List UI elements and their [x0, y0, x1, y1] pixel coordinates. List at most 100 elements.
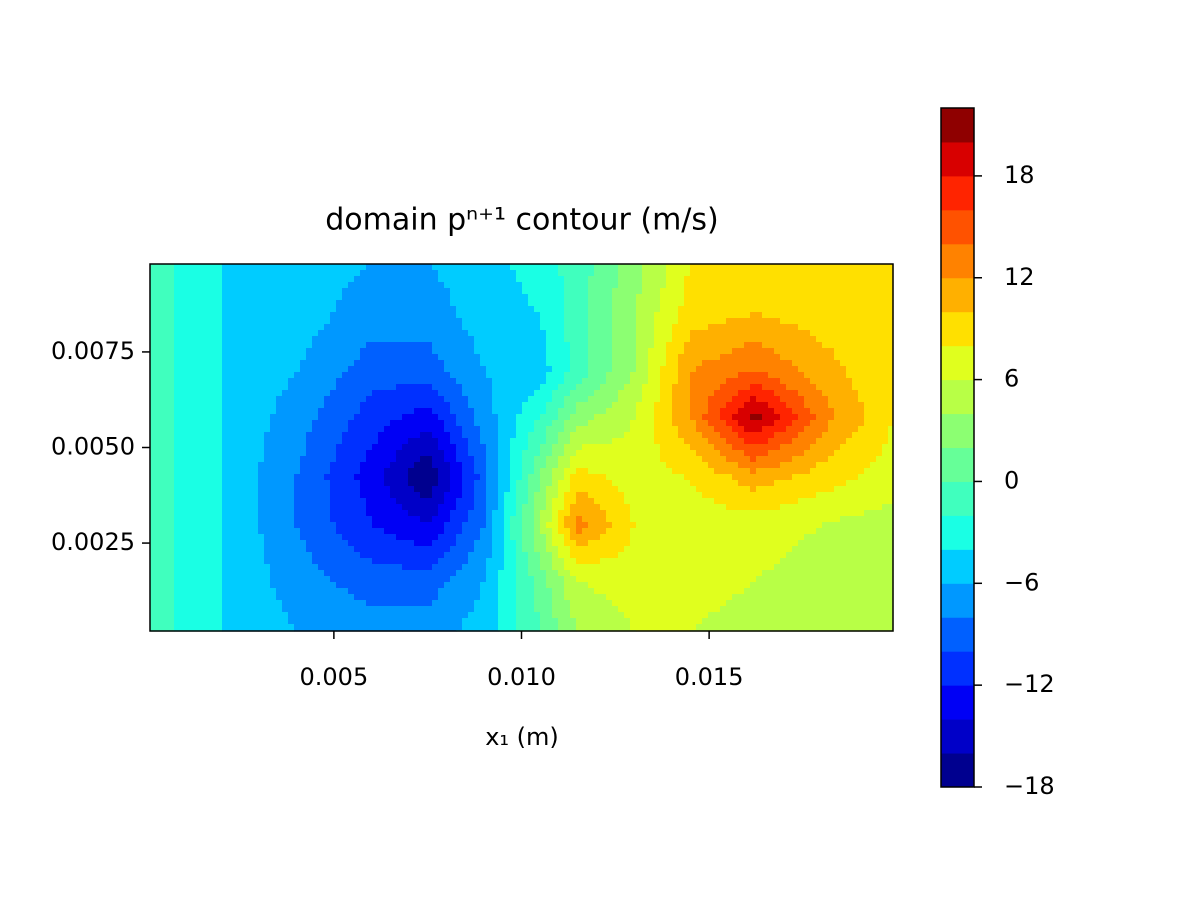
contour-cell — [174, 486, 187, 493]
contour-cell — [522, 534, 535, 541]
contour-cell — [714, 468, 721, 475]
contour-cell — [510, 606, 517, 613]
contour-cell — [660, 612, 709, 619]
contour-cell — [186, 438, 223, 445]
contour-cell — [516, 414, 541, 421]
contour-cell — [510, 348, 547, 355]
contour-cell — [174, 504, 187, 511]
contour-cell — [186, 522, 223, 529]
contour-cell — [684, 288, 721, 295]
contour-cell — [528, 396, 553, 403]
contour-cell — [612, 366, 637, 373]
contour-cell — [564, 534, 571, 541]
contour-cell — [510, 612, 517, 619]
contour-cell — [660, 456, 703, 463]
contour-cell — [564, 282, 589, 289]
contour-cell — [480, 426, 499, 433]
contour-cell — [150, 438, 175, 445]
contour-cell — [654, 336, 661, 343]
contour-cell — [462, 528, 481, 535]
contour-cell — [294, 516, 331, 523]
contour-cell — [312, 558, 337, 565]
contour-cell — [186, 360, 223, 367]
contour-cell — [720, 270, 787, 277]
contour-cell — [402, 612, 457, 619]
contour-cell — [762, 312, 787, 319]
contour-cell — [558, 348, 571, 355]
contour-cell — [222, 348, 259, 355]
contour-cell — [402, 372, 451, 379]
contour-cell — [582, 516, 607, 523]
contour-cell — [720, 444, 733, 451]
contour-cell — [354, 546, 403, 553]
contour-cell — [858, 450, 883, 457]
contour-cell — [384, 468, 403, 475]
contour-cell — [552, 450, 559, 457]
contour-cell — [462, 486, 475, 493]
contour-cell — [336, 336, 403, 343]
contour-cell — [816, 528, 859, 535]
contour-cell — [534, 498, 547, 505]
contour-cell — [432, 456, 445, 463]
contour-cell — [474, 336, 511, 343]
contour-cell — [858, 594, 894, 601]
contour-cell — [558, 270, 595, 277]
contour-cell — [498, 594, 511, 601]
contour-cell — [438, 558, 457, 565]
contour-cell — [360, 354, 403, 361]
contour-cell — [672, 468, 715, 475]
contour-cell — [516, 510, 523, 517]
contour-cell — [402, 288, 451, 295]
contour-cell — [660, 330, 673, 337]
contour-cell — [186, 528, 223, 535]
contour-cell — [786, 396, 805, 403]
contour-cell — [258, 294, 337, 301]
contour-cell — [486, 486, 499, 493]
contour-cell — [558, 480, 571, 487]
contour-cell — [516, 618, 541, 625]
contour-cell — [516, 540, 523, 547]
contour-cell — [660, 336, 673, 343]
contour-cell — [588, 330, 607, 337]
contour-cell — [258, 612, 289, 619]
contour-cell — [456, 402, 469, 409]
contour-cell — [516, 498, 529, 505]
contour-cell — [786, 612, 859, 619]
contour-cell — [540, 324, 559, 331]
contour-cell — [606, 306, 613, 313]
contour-cell — [474, 504, 487, 511]
contour-cell — [222, 492, 259, 499]
contour-cell — [660, 582, 721, 589]
contour-cell — [258, 438, 265, 445]
contour-cell — [336, 558, 373, 565]
contour-cell — [468, 396, 493, 403]
contour-cell — [402, 318, 457, 325]
contour-cell — [432, 540, 457, 547]
contour-cell — [858, 408, 865, 415]
contour-cell — [540, 510, 553, 517]
contour-cell — [570, 354, 589, 361]
contour-cell — [540, 444, 553, 451]
contour-cell — [630, 540, 661, 547]
contour-cell — [486, 480, 499, 487]
contour-cell — [564, 306, 589, 313]
contour-cell — [402, 486, 415, 493]
contour-cell — [570, 486, 607, 493]
contour-cell — [504, 546, 511, 553]
contour-cell — [186, 540, 223, 547]
contour-cell — [576, 498, 595, 505]
contour-cell — [438, 474, 451, 481]
contour-cell — [528, 294, 559, 301]
contour-cell — [858, 336, 894, 343]
contour-cell — [312, 336, 337, 343]
contour-cell — [588, 396, 607, 403]
contour-cell — [708, 324, 721, 331]
colorbar-band — [941, 243, 974, 279]
contour-cell — [540, 618, 559, 625]
contour-cell — [336, 318, 403, 325]
contour-cell — [516, 504, 523, 511]
contour-cell — [822, 342, 859, 349]
contour-cell — [456, 360, 481, 367]
contour-cell — [720, 570, 763, 577]
contour-cell — [624, 498, 661, 505]
